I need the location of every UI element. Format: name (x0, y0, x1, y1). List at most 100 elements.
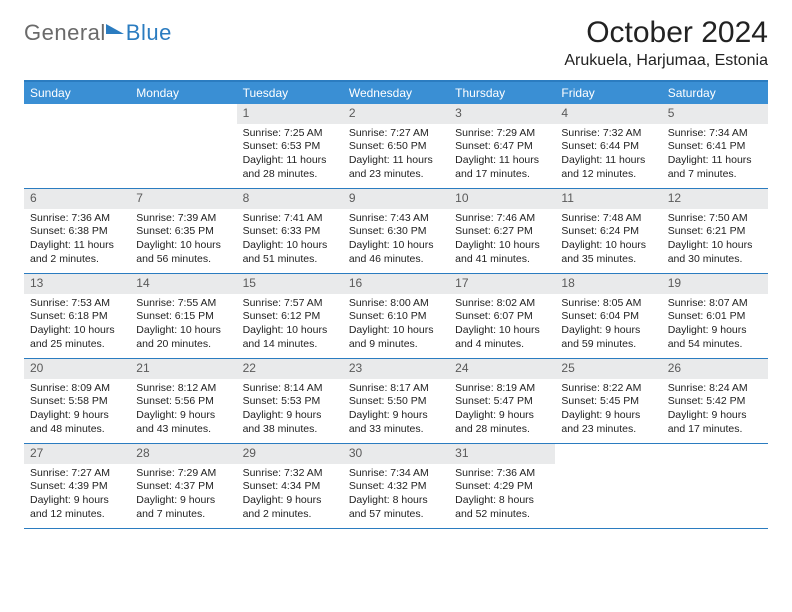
day-cell: 22Sunrise: 8:14 AMSunset: 5:53 PMDayligh… (237, 359, 343, 443)
sunset-text: Sunset: 6:41 PM (668, 140, 762, 154)
day-body: Sunrise: 7:36 AMSunset: 6:38 PMDaylight:… (24, 209, 130, 273)
sunrise-text: Sunrise: 8:24 AM (668, 382, 762, 396)
weekday-header: Friday (555, 82, 661, 104)
daylight-text: Daylight: 11 hours and 23 minutes. (349, 154, 443, 181)
day-number: 19 (662, 274, 768, 294)
sunset-text: Sunset: 6:15 PM (136, 310, 230, 324)
day-body: Sunrise: 7:27 AMSunset: 6:50 PMDaylight:… (343, 124, 449, 188)
day-cell: 3Sunrise: 7:29 AMSunset: 6:47 PMDaylight… (449, 104, 555, 188)
day-body: Sunrise: 7:41 AMSunset: 6:33 PMDaylight:… (237, 209, 343, 273)
sunrise-text: Sunrise: 7:53 AM (30, 297, 124, 311)
day-cell: 28Sunrise: 7:29 AMSunset: 4:37 PMDayligh… (130, 444, 236, 528)
day-cell: 26Sunrise: 8:24 AMSunset: 5:42 PMDayligh… (662, 359, 768, 443)
sunset-text: Sunset: 6:04 PM (561, 310, 655, 324)
day-cell: 19Sunrise: 8:07 AMSunset: 6:01 PMDayligh… (662, 274, 768, 358)
day-body: Sunrise: 7:34 AMSunset: 6:41 PMDaylight:… (662, 124, 768, 188)
day-cell: 10Sunrise: 7:46 AMSunset: 6:27 PMDayligh… (449, 189, 555, 273)
day-body: Sunrise: 8:02 AMSunset: 6:07 PMDaylight:… (449, 294, 555, 358)
day-number: 6 (24, 189, 130, 209)
day-cell: 8Sunrise: 7:41 AMSunset: 6:33 PMDaylight… (237, 189, 343, 273)
day-body: Sunrise: 7:53 AMSunset: 6:18 PMDaylight:… (24, 294, 130, 358)
sunset-text: Sunset: 6:07 PM (455, 310, 549, 324)
day-body: Sunrise: 8:09 AMSunset: 5:58 PMDaylight:… (24, 379, 130, 443)
sunset-text: Sunset: 6:10 PM (349, 310, 443, 324)
weekday-header: Tuesday (237, 82, 343, 104)
daylight-text: Daylight: 11 hours and 7 minutes. (668, 154, 762, 181)
sunset-text: Sunset: 6:27 PM (455, 225, 549, 239)
day-number: 12 (662, 189, 768, 209)
daylight-text: Daylight: 10 hours and 56 minutes. (136, 239, 230, 266)
sunrise-text: Sunrise: 8:17 AM (349, 382, 443, 396)
day-body: Sunrise: 7:46 AMSunset: 6:27 PMDaylight:… (449, 209, 555, 273)
sunset-text: Sunset: 4:32 PM (349, 480, 443, 494)
week-row: 20Sunrise: 8:09 AMSunset: 5:58 PMDayligh… (24, 359, 768, 444)
day-number: 13 (24, 274, 130, 294)
sunset-text: Sunset: 5:45 PM (561, 395, 655, 409)
sunrise-text: Sunrise: 8:09 AM (30, 382, 124, 396)
sunset-text: Sunset: 5:58 PM (30, 395, 124, 409)
day-body: Sunrise: 8:24 AMSunset: 5:42 PMDaylight:… (662, 379, 768, 443)
day-number: 31 (449, 444, 555, 464)
page-header: General Blue October 2024 Arukuela, Harj… (24, 16, 768, 70)
day-number: 20 (24, 359, 130, 379)
day-number: 16 (343, 274, 449, 294)
day-cell: 29Sunrise: 7:32 AMSunset: 4:34 PMDayligh… (237, 444, 343, 528)
day-cell: 23Sunrise: 8:17 AMSunset: 5:50 PMDayligh… (343, 359, 449, 443)
sunrise-text: Sunrise: 7:27 AM (349, 127, 443, 141)
day-body: Sunrise: 8:14 AMSunset: 5:53 PMDaylight:… (237, 379, 343, 443)
day-number: 21 (130, 359, 236, 379)
day-cell: 18Sunrise: 8:05 AMSunset: 6:04 PMDayligh… (555, 274, 661, 358)
sunset-text: Sunset: 6:30 PM (349, 225, 443, 239)
day-number: 22 (237, 359, 343, 379)
sunset-text: Sunset: 5:50 PM (349, 395, 443, 409)
empty-cell: . (662, 444, 768, 528)
sunset-text: Sunset: 6:47 PM (455, 140, 549, 154)
sunset-text: Sunset: 5:56 PM (136, 395, 230, 409)
daylight-text: Daylight: 9 hours and 38 minutes. (243, 409, 337, 436)
day-cell: 1Sunrise: 7:25 AMSunset: 6:53 PMDaylight… (237, 104, 343, 188)
sunset-text: Sunset: 6:50 PM (349, 140, 443, 154)
sunrise-text: Sunrise: 7:48 AM (561, 212, 655, 226)
sunset-text: Sunset: 6:38 PM (30, 225, 124, 239)
sunrise-text: Sunrise: 7:29 AM (136, 467, 230, 481)
day-body: Sunrise: 7:27 AMSunset: 4:39 PMDaylight:… (24, 464, 130, 528)
day-number: 29 (237, 444, 343, 464)
day-body: Sunrise: 8:05 AMSunset: 6:04 PMDaylight:… (555, 294, 661, 358)
weekday-header: Wednesday (343, 82, 449, 104)
daylight-text: Daylight: 9 hours and 17 minutes. (668, 409, 762, 436)
brand-part2: Blue (126, 20, 172, 46)
daylight-text: Daylight: 9 hours and 54 minutes. (668, 324, 762, 351)
day-body: Sunrise: 8:19 AMSunset: 5:47 PMDaylight:… (449, 379, 555, 443)
day-number: 30 (343, 444, 449, 464)
weekday-header: Sunday (24, 82, 130, 104)
sunset-text: Sunset: 4:37 PM (136, 480, 230, 494)
sunset-text: Sunset: 6:18 PM (30, 310, 124, 324)
daylight-text: Daylight: 10 hours and 41 minutes. (455, 239, 549, 266)
sunrise-text: Sunrise: 7:36 AM (455, 467, 549, 481)
day-number: 17 (449, 274, 555, 294)
day-number: 8 (237, 189, 343, 209)
day-body: Sunrise: 7:50 AMSunset: 6:21 PMDaylight:… (662, 209, 768, 273)
day-number: 7 (130, 189, 236, 209)
daylight-text: Daylight: 10 hours and 35 minutes. (561, 239, 655, 266)
day-number: 10 (449, 189, 555, 209)
sunset-text: Sunset: 5:47 PM (455, 395, 549, 409)
day-cell: 13Sunrise: 7:53 AMSunset: 6:18 PMDayligh… (24, 274, 130, 358)
day-number: 14 (130, 274, 236, 294)
day-cell: 7Sunrise: 7:39 AMSunset: 6:35 PMDaylight… (130, 189, 236, 273)
daylight-text: Daylight: 9 hours and 59 minutes. (561, 324, 655, 351)
day-number: 11 (555, 189, 661, 209)
day-body: Sunrise: 7:34 AMSunset: 4:32 PMDaylight:… (343, 464, 449, 528)
day-body: Sunrise: 7:39 AMSunset: 6:35 PMDaylight:… (130, 209, 236, 273)
sunrise-text: Sunrise: 8:05 AM (561, 297, 655, 311)
daylight-text: Daylight: 10 hours and 51 minutes. (243, 239, 337, 266)
day-body: Sunrise: 8:22 AMSunset: 5:45 PMDaylight:… (555, 379, 661, 443)
sunset-text: Sunset: 6:33 PM (243, 225, 337, 239)
day-cell: 20Sunrise: 8:09 AMSunset: 5:58 PMDayligh… (24, 359, 130, 443)
day-cell: 16Sunrise: 8:00 AMSunset: 6:10 PMDayligh… (343, 274, 449, 358)
day-body: Sunrise: 7:36 AMSunset: 4:29 PMDaylight:… (449, 464, 555, 528)
week-row: 27Sunrise: 7:27 AMSunset: 4:39 PMDayligh… (24, 444, 768, 529)
week-row: 13Sunrise: 7:53 AMSunset: 6:18 PMDayligh… (24, 274, 768, 359)
daylight-text: Daylight: 11 hours and 17 minutes. (455, 154, 549, 181)
week-row: 6Sunrise: 7:36 AMSunset: 6:38 PMDaylight… (24, 189, 768, 274)
